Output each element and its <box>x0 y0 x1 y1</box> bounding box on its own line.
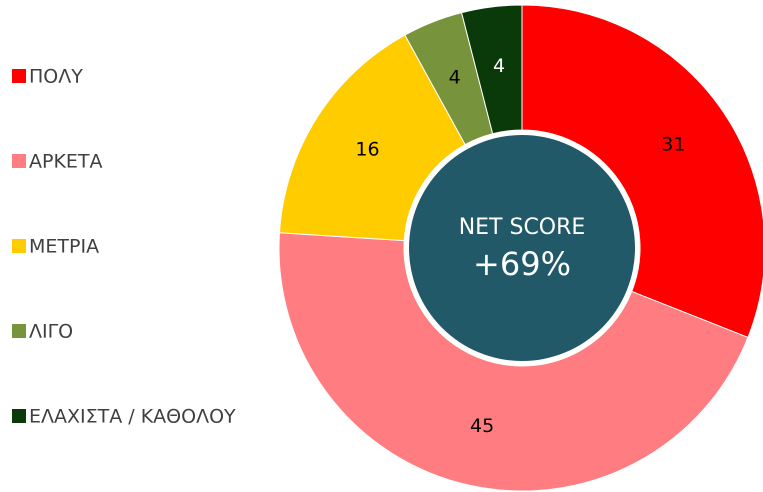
legend-text: ΠΟΛΥ <box>29 66 83 88</box>
legend-text: ΛΙΓΟ <box>29 321 73 343</box>
slice-label: 45 <box>470 415 494 437</box>
slice-label: 4 <box>493 55 505 77</box>
center-value: +69% <box>473 245 571 283</box>
legend-swatch <box>12 239 26 253</box>
slices <box>278 4 763 492</box>
legend-text: ΕΛΑΧΙΣΤΑ / ΚΑΘΟΛΟΥ <box>29 406 236 428</box>
center-label: NET SCORE <box>459 215 586 240</box>
legend-swatch <box>12 69 26 83</box>
legend-swatch <box>12 409 26 423</box>
slice-label: 4 <box>449 66 461 88</box>
legend-text: ΑΡΚΕΤΑ <box>29 151 103 173</box>
center-circle <box>409 135 635 361</box>
slice <box>278 232 749 492</box>
slice-label: 31 <box>661 134 685 156</box>
legend-swatch <box>12 154 26 168</box>
legend-text: ΜΕΤΡΙΑ <box>29 236 99 258</box>
legend-swatch <box>12 324 26 338</box>
slice-label: 16 <box>355 138 379 160</box>
